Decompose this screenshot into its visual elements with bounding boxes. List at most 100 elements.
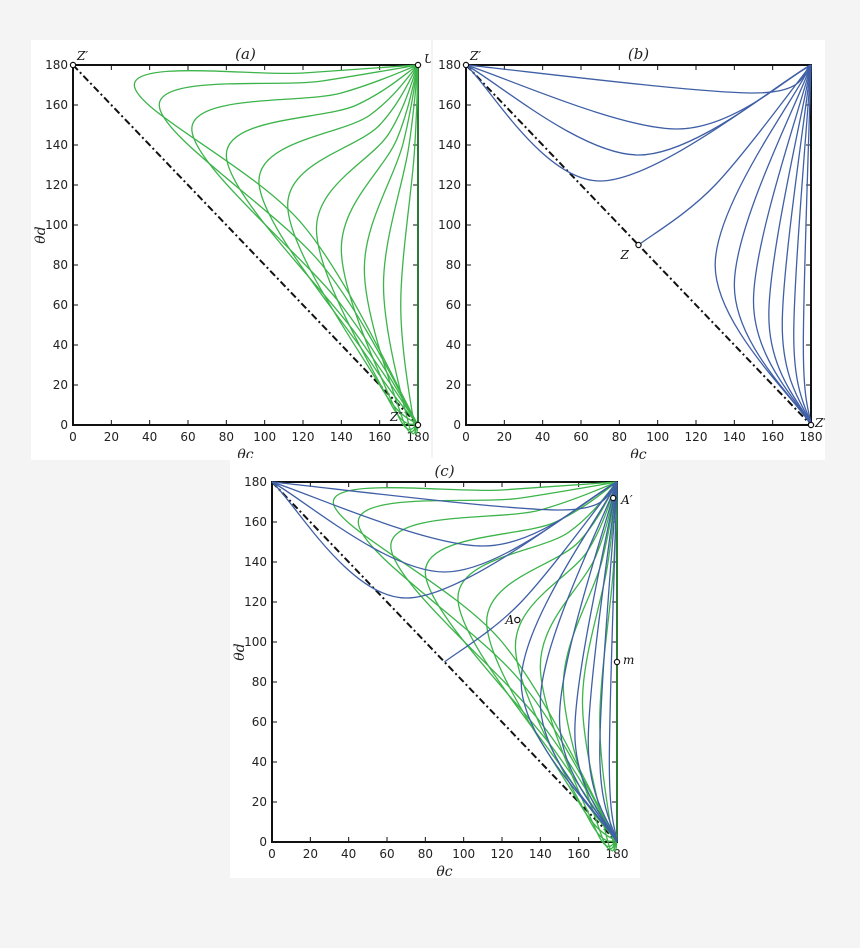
y-tick-label-b-2: 40 bbox=[446, 338, 461, 352]
series-line-c-22 bbox=[599, 481, 618, 843]
series-line-c-17 bbox=[520, 481, 618, 843]
point-marker-c-0 bbox=[514, 616, 521, 624]
y-tick-label-a-0: 0 bbox=[60, 418, 68, 432]
chart-title-b: (b) bbox=[628, 45, 649, 63]
series-line-c-12 bbox=[271, 481, 618, 511]
series-line-c-23 bbox=[608, 481, 618, 843]
x-tick-label-b-2: 40 bbox=[535, 430, 550, 444]
y-tick-label-b-5: 100 bbox=[438, 218, 461, 232]
series-line-a-1 bbox=[158, 64, 419, 426]
y-tick-label-a-7: 140 bbox=[45, 138, 68, 152]
y-axis-label-c: θd bbox=[232, 643, 248, 660]
y-tick-label-c-3: 60 bbox=[252, 715, 267, 729]
series-line-c-18 bbox=[539, 481, 618, 843]
x-tick-label-b-5: 100 bbox=[646, 430, 669, 444]
x-tick-label-a-1: 20 bbox=[104, 430, 119, 444]
series-line-b-11 bbox=[802, 64, 812, 426]
panel-a: (a) 0 20 40 60 80 100 120 140 160 180 0 20 40 60 80 100 1… bbox=[31, 40, 431, 460]
x-tick-label-a-4: 80 bbox=[219, 430, 234, 444]
series-line-c-14 bbox=[271, 481, 618, 573]
y-tick-label-a-4: 80 bbox=[53, 258, 68, 272]
x-tick-label-b-1: 20 bbox=[497, 430, 512, 444]
series-line-a-9 bbox=[382, 64, 419, 435]
series-line-b-3 bbox=[465, 64, 812, 182]
point-marker-b-2 bbox=[807, 421, 815, 429]
y-tick-label-a-2: 40 bbox=[53, 338, 68, 352]
point-marker-a-1 bbox=[414, 61, 422, 69]
y-tick-label-c-1: 20 bbox=[252, 795, 267, 809]
point-marker-a-2 bbox=[414, 421, 422, 429]
series-line-c-0 bbox=[332, 481, 618, 843]
x-tick-label-a-3: 60 bbox=[180, 430, 195, 444]
x-tick-label-c-2: 40 bbox=[341, 847, 356, 861]
series-line-b-10 bbox=[793, 64, 812, 426]
y-tick-label-a-8: 160 bbox=[45, 98, 68, 112]
x-axis-label-b: θc bbox=[630, 447, 646, 460]
series-line-c-6 bbox=[514, 481, 618, 843]
x-tick-label-b-3: 60 bbox=[573, 430, 588, 444]
x-tick-label-c-6: 120 bbox=[491, 847, 514, 861]
y-tick-label-b-6: 120 bbox=[438, 178, 461, 192]
x-tick-label-c-4: 80 bbox=[418, 847, 433, 861]
y-tick-label-c-7: 140 bbox=[244, 555, 267, 569]
series-line-c-9 bbox=[581, 481, 618, 852]
point-marker-b-0 bbox=[462, 61, 470, 69]
series-line-c-7 bbox=[539, 481, 618, 847]
y-tick-label-c-6: 120 bbox=[244, 595, 267, 609]
y-tick-label-a-6: 120 bbox=[45, 178, 68, 192]
y-tick-label-b-4: 80 bbox=[446, 258, 461, 272]
chart-title-a: (a) bbox=[235, 45, 256, 63]
y-tick-label-c-2: 40 bbox=[252, 755, 267, 769]
x-tick-label-a-8: 160 bbox=[368, 430, 391, 444]
diagonal-line-a bbox=[72, 64, 419, 426]
series-line-a-4 bbox=[258, 64, 419, 426]
x-tick-label-b-9: 180 bbox=[800, 430, 823, 444]
x-tick-label-a-6: 120 bbox=[292, 430, 315, 444]
y-tick-label-b-0: 0 bbox=[453, 418, 461, 432]
series-line-c-16 bbox=[444, 481, 618, 663]
point-marker-c-2 bbox=[613, 658, 621, 666]
series-line-b-6 bbox=[733, 64, 812, 426]
chart-a-svg: (a) 0 20 40 60 80 100 120 140 160 180 0 20 40 60 80 100 1… bbox=[33, 45, 431, 460]
point-label-c-1: A′ bbox=[620, 493, 633, 507]
x-tick-label-b-8: 160 bbox=[761, 430, 784, 444]
point-label-a-2: Z″ bbox=[389, 410, 403, 424]
y-tick-label-c-0: 0 bbox=[259, 835, 267, 849]
y-tick-label-a-3: 60 bbox=[53, 298, 68, 312]
diagonal-line-c bbox=[271, 481, 618, 843]
chart-title-c: (c) bbox=[434, 462, 454, 480]
x-tick-label-c-1: 20 bbox=[303, 847, 318, 861]
series-line-b-2 bbox=[465, 64, 812, 156]
chart-b-svg: (b) 0 20 40 60 80 100 120 140 160 180 0 20 40 60 80 100 1… bbox=[438, 45, 825, 460]
x-tick-label-c-7: 140 bbox=[529, 847, 552, 861]
series-line-b-9 bbox=[781, 64, 812, 426]
y-tick-label-b-3: 60 bbox=[446, 298, 461, 312]
series-line-b-5 bbox=[714, 64, 812, 426]
series-line-c-21 bbox=[587, 481, 618, 843]
series-line-b-8 bbox=[768, 64, 812, 426]
y-tick-label-c-5: 100 bbox=[244, 635, 267, 649]
y-tick-label-b-1: 20 bbox=[446, 378, 461, 392]
x-tick-label-c-5: 100 bbox=[452, 847, 475, 861]
series-line-b-4 bbox=[638, 64, 812, 246]
series-line-b-7 bbox=[752, 64, 812, 426]
x-tick-label-c-0: 0 bbox=[268, 847, 276, 861]
y-tick-label-a-1: 20 bbox=[53, 378, 68, 392]
x-tick-label-c-8: 160 bbox=[567, 847, 590, 861]
series-line-a-8 bbox=[363, 64, 419, 433]
y-tick-label-b-8: 160 bbox=[438, 98, 461, 112]
chart-c-svg: (c) 0 20 40 60 80 100 120 140 160 180 0 20 40 60 80 100 1… bbox=[232, 462, 634, 878]
point-marker-a-0 bbox=[69, 61, 77, 69]
series-line-c-5 bbox=[486, 481, 618, 843]
series-line-c-8 bbox=[562, 481, 618, 850]
point-label-b-0: Z′ bbox=[469, 49, 481, 63]
point-label-c-2: m bbox=[623, 653, 634, 667]
y-tick-label-c-4: 80 bbox=[252, 675, 267, 689]
series-line-b-0 bbox=[465, 64, 812, 94]
series-line-c-20 bbox=[574, 481, 618, 843]
point-label-b-2: Z″ bbox=[814, 416, 825, 430]
x-tick-label-b-7: 140 bbox=[723, 430, 746, 444]
series-line-a-0 bbox=[133, 64, 419, 426]
series-line-a-2 bbox=[191, 64, 419, 426]
point-label-b-1: Z bbox=[620, 248, 630, 262]
